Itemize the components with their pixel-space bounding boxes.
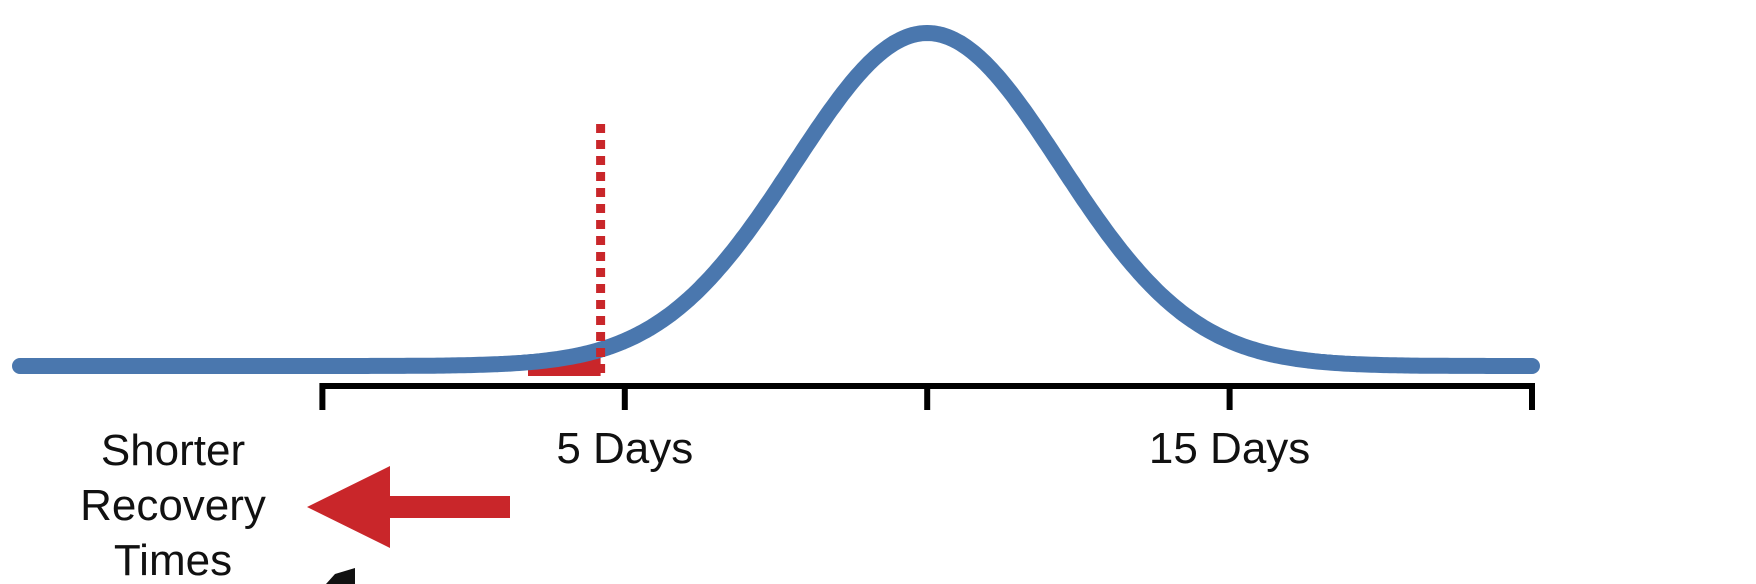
annotation-line: Shorter — [101, 426, 245, 475]
curve-layer — [12, 25, 1540, 374]
x-axis — [319, 383, 1535, 410]
annotation-line: Recovery — [80, 481, 266, 530]
shorter-recovery-annotation: Shorter Recovery Times — [80, 426, 510, 584]
distribution-curve — [12, 25, 1540, 374]
tick-label: 5 Days — [556, 424, 693, 473]
secondary-arrow-head — [326, 568, 355, 584]
tick-labels: 5 Days 15 Days — [556, 424, 1310, 473]
tick-label: 15 Days — [1149, 424, 1310, 473]
annotation-line: Times — [114, 536, 232, 584]
left-arrow — [307, 466, 510, 548]
